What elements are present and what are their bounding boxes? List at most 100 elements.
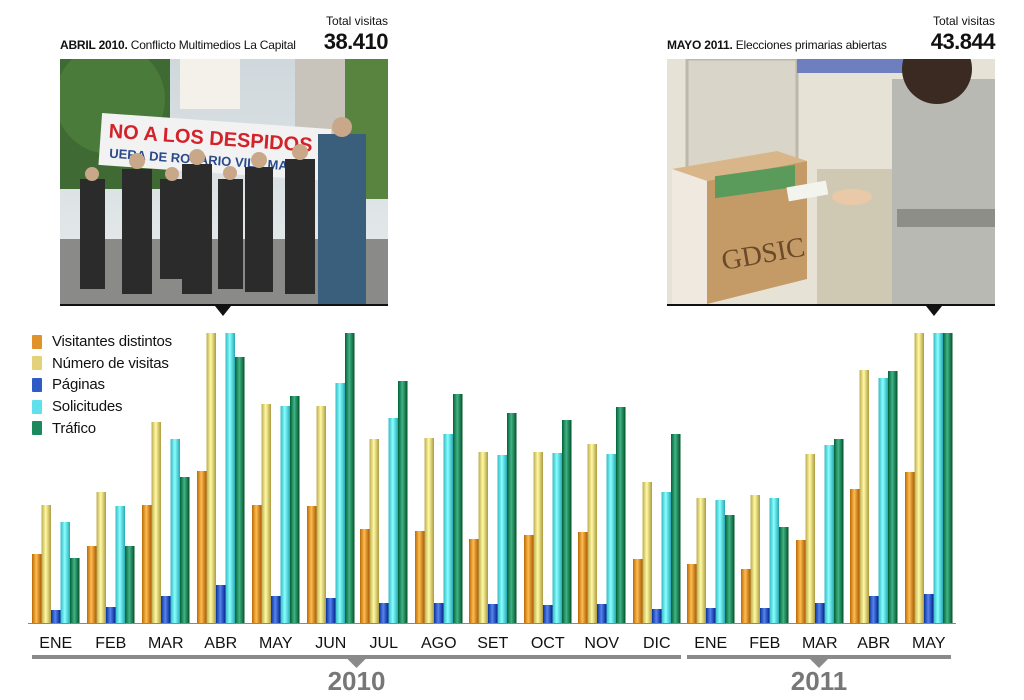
month-tick-label: DIC <box>643 635 671 652</box>
bar <box>443 434 453 623</box>
legend-swatch <box>32 334 42 349</box>
legend-swatch <box>32 377 42 392</box>
bar <box>587 444 597 623</box>
month-tick-label: SET <box>477 635 508 652</box>
election-photo: GDSIC <box>667 59 995 306</box>
legend-label: Número de visitas <box>52 354 169 372</box>
bar <box>850 489 860 623</box>
bar <box>87 546 97 623</box>
bar <box>379 603 389 623</box>
bars-layer <box>32 333 953 623</box>
year-label: 2010 <box>328 666 386 696</box>
bar <box>307 506 317 623</box>
bar <box>415 531 425 623</box>
month-tick-label: NOV <box>584 635 619 652</box>
legend-swatch <box>32 421 42 436</box>
month-tick-label: FEB <box>749 635 780 652</box>
bar-group-nov-10 <box>578 407 626 623</box>
bar <box>180 477 190 623</box>
bar <box>769 498 779 623</box>
bar <box>125 546 135 623</box>
ballot-box: GDSIC <box>672 151 807 304</box>
bar <box>96 492 106 623</box>
legend-swatch <box>32 399 42 414</box>
bar <box>878 378 888 623</box>
total-visits-value: 43.844 <box>930 29 996 54</box>
year-bracket <box>687 655 951 659</box>
annotation-caption: MAYO 2011. Elecciones primarias abiertas <box>667 38 887 52</box>
bar <box>106 607 116 623</box>
bar <box>151 422 161 623</box>
bar <box>360 529 370 623</box>
bar <box>216 585 226 623</box>
bar-group-ago-7 <box>415 394 463 623</box>
legend-item-trafico: Tráfico <box>32 417 172 439</box>
bar <box>497 455 507 623</box>
month-tick-label: MAY <box>259 635 293 652</box>
bar <box>888 371 898 623</box>
axis-layer: ENE FEB MAR ABR MAY JUN JUL AGO SET OCT NOV DIC ENE F… <box>28 623 956 696</box>
election-photo-image: GDSIC <box>667 59 995 304</box>
bar <box>834 439 844 623</box>
bar-group-abr-15 <box>850 370 898 623</box>
bar <box>552 453 562 623</box>
bar <box>524 535 534 623</box>
bar <box>715 500 725 623</box>
bar <box>369 439 379 623</box>
bar-group-ene-12 <box>687 498 735 623</box>
bar <box>225 333 235 623</box>
bar-group-jun-5 <box>307 333 355 623</box>
bar <box>252 505 262 623</box>
bar <box>206 333 216 623</box>
bar <box>706 608 716 623</box>
year-bracket <box>32 655 681 659</box>
bar <box>696 498 706 623</box>
bar <box>543 605 553 623</box>
annotation-caption: ABRIL 2010. Conflicto Multimedios La Cap… <box>60 38 296 52</box>
bar <box>335 383 345 623</box>
bar <box>424 438 434 623</box>
total-visits-label: Total visitas <box>325 14 388 28</box>
bar <box>741 569 751 623</box>
bar <box>597 604 607 623</box>
bar <box>924 594 934 623</box>
bar <box>815 603 825 623</box>
year-label: 2011 <box>791 666 847 696</box>
bar <box>869 596 879 623</box>
bar <box>70 558 80 623</box>
voter <box>786 59 995 304</box>
bar <box>760 608 770 623</box>
month-tick-label: MAY <box>912 635 946 652</box>
legend-item-paginas: Páginas <box>32 374 172 396</box>
bar <box>280 406 290 623</box>
chart-legend: Visitantes distintos Número de visitas P… <box>32 331 172 439</box>
bar <box>51 610 61 623</box>
month-tick-label: MAR <box>148 635 184 652</box>
bar <box>142 505 152 623</box>
bar-group-may-16 <box>905 333 953 623</box>
month-tick-label: MAR <box>802 635 838 652</box>
bar-group-feb-13 <box>741 495 789 623</box>
year-bracket-pointer <box>809 658 829 668</box>
legend-label: Tráfico <box>52 419 96 437</box>
bar <box>725 515 735 623</box>
annotation-pointer <box>215 306 231 316</box>
month-tick-label: AGO <box>421 635 457 652</box>
bar <box>652 609 662 623</box>
total-visits-value: 38.410 <box>323 29 389 54</box>
bar-group-mar-2 <box>142 422 190 623</box>
bar-group-abr-3 <box>197 333 245 623</box>
bar-group-jul-6 <box>360 381 408 623</box>
bar <box>453 394 463 623</box>
bar <box>533 452 543 623</box>
bar <box>235 357 245 623</box>
month-tick-label: ENE <box>39 635 72 652</box>
bar <box>197 471 207 623</box>
bar <box>779 527 789 623</box>
month-tick-label: JUL <box>370 635 399 652</box>
bar <box>687 564 697 623</box>
bar <box>905 472 915 623</box>
bar-group-feb-1 <box>87 492 135 623</box>
bar <box>41 505 51 623</box>
